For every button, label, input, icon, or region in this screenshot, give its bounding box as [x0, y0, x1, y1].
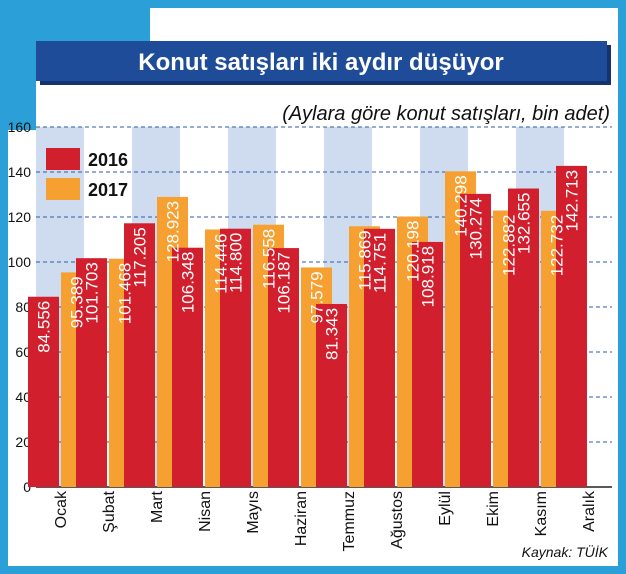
bar-value-label: 106.348 — [179, 252, 198, 313]
x-tick-label: Ocak — [53, 490, 70, 528]
x-tick-label: Temmuz — [341, 491, 358, 551]
bar-value-label: 142.713 — [563, 170, 582, 231]
bar-value-label: 114.800 — [227, 233, 246, 293]
bar-value-label: 81.343 — [323, 308, 342, 360]
bar-2016 — [460, 193, 491, 488]
bar-2016 — [364, 228, 395, 488]
legend-swatch-2017 — [46, 178, 80, 200]
bar-value-label: 122.882 — [500, 215, 519, 276]
legend-label: 2016 — [88, 150, 128, 170]
x-tick-label: Eylül — [437, 491, 454, 526]
bar-value-label: 122.732 — [548, 215, 567, 276]
chart-subtitle: (Aylara göre konut satışları, bin adet) — [282, 103, 610, 125]
y-tick-label: 140 — [8, 164, 32, 180]
bar-2016 — [508, 188, 539, 487]
y-tick-label: 60 — [15, 344, 31, 360]
bar-2016 — [124, 223, 155, 487]
bar-value-label: 117.205 — [131, 227, 150, 287]
bar-value-label: 120.198 — [404, 221, 423, 282]
chart-title: Konut satışları iki aydır düşüyor — [138, 49, 503, 76]
bar-value-label: 101.703 — [83, 262, 102, 323]
x-tick-label: Mayıs — [245, 491, 262, 534]
bar-2016 — [412, 241, 443, 487]
bar-value-label: 132.655 — [515, 193, 534, 254]
bar-2016 — [172, 247, 203, 487]
x-tick-label: Şubat — [101, 490, 118, 532]
y-tick-label: 80 — [15, 299, 31, 315]
x-tick-label: Aralık — [581, 490, 598, 532]
bar-value-label: 130.274 — [467, 198, 486, 259]
bar-value-label: 108.918 — [419, 246, 438, 307]
x-tick-label: Nisan — [197, 491, 214, 532]
corner-accent — [8, 8, 150, 130]
x-tick-label: Ekim — [485, 491, 502, 527]
bar-2016 — [76, 258, 107, 487]
bar-value-label: 114.446 — [212, 233, 231, 293]
bar-value-label: 114.751 — [371, 233, 390, 293]
x-tick-label: Mart — [149, 490, 166, 523]
bar-value-label: 95.389 — [68, 276, 87, 328]
bar-value-label: 84.556 — [35, 301, 54, 353]
bar-value-label: 97.579 — [308, 271, 327, 323]
bar-2016 — [316, 303, 347, 487]
x-tick-label: Kasım — [533, 491, 550, 536]
bar-value-label: 115.869 — [356, 230, 375, 290]
legend-label: 2017 — [88, 180, 128, 200]
y-tick-label: 20 — [15, 434, 31, 450]
source-note: Kaynak: TÜİK — [522, 543, 609, 560]
x-tick-label: Haziran — [293, 491, 310, 546]
bar-2016 — [28, 296, 59, 487]
bar-2016 — [268, 248, 299, 487]
title-banner — [36, 41, 607, 81]
bar-value-label: 116.558 — [260, 229, 279, 289]
x-tick-label: Ağustos — [389, 491, 406, 549]
bar-value-label: 101.468 — [116, 263, 135, 324]
y-tick-label: 40 — [15, 389, 31, 405]
y-tick-label: 160 — [8, 119, 32, 135]
y-tick-label: 100 — [8, 254, 32, 270]
bar-value-label: 106.187 — [275, 252, 294, 313]
y-tick-label: 120 — [8, 209, 32, 225]
bar-value-label: 140.298 — [452, 175, 471, 236]
legend-swatch-2016 — [46, 148, 80, 170]
y-tick-label: 0 — [23, 479, 31, 495]
bar-2016 — [220, 228, 251, 487]
bar-2016 — [556, 165, 587, 487]
bar-value-label: 128.923 — [164, 201, 183, 262]
